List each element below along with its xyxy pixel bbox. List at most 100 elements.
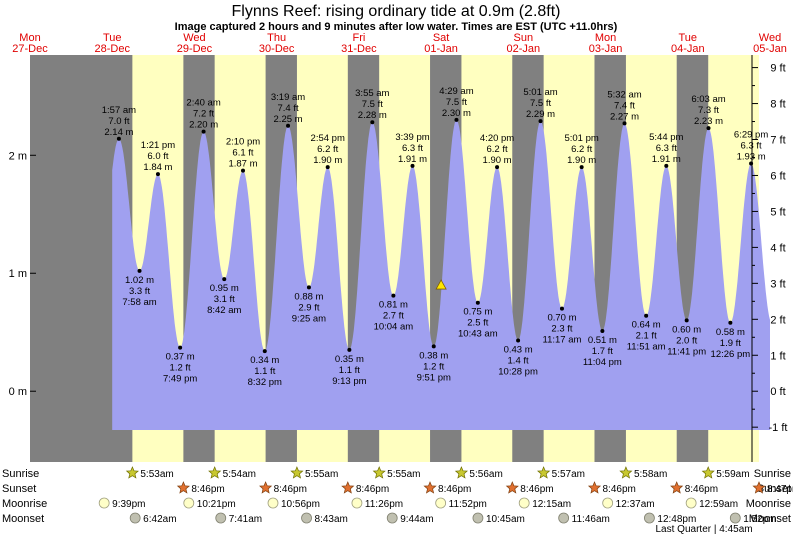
- astro-row-label-right: Sunrise: [754, 468, 791, 480]
- right-tick-label: 5 ft: [770, 206, 785, 218]
- low-tide-time: 9:13 pm: [332, 376, 366, 387]
- low-tide-metres: 0.38 m: [419, 350, 448, 361]
- low-tide-feet: 3.1 ft: [214, 294, 235, 305]
- moonset-icon: [301, 512, 312, 524]
- low-tide-time: 10:28 pm: [498, 366, 538, 377]
- high-tide-time: 2:40 am: [186, 98, 220, 109]
- sunrise-time: 5:59am: [716, 469, 749, 480]
- low-tide-time: 9:25 am: [292, 313, 326, 324]
- high-tide-time: 2:10 pm: [226, 137, 260, 148]
- sunrise-time: 5:57am: [552, 469, 585, 480]
- tide-area: [112, 119, 770, 431]
- high-tide-metres: 1.91 m: [398, 154, 427, 165]
- low-tide-feet: 1.1 ft: [254, 366, 275, 377]
- low-tide-metres: 0.95 m: [210, 283, 239, 294]
- low-tide-point: [262, 349, 267, 354]
- left-tick-label: 1 m: [9, 268, 27, 280]
- moonset-icon: [558, 512, 570, 524]
- extrema-labels: 1:57 am7.0 ft2.14 m 1.02 m3.3 ft7:58 am 1:…: [102, 86, 769, 388]
- moonset-time: 7:41am: [229, 514, 262, 525]
- day-label-dow: Wed: [759, 32, 781, 44]
- low-tide-time: 8:32 pm: [248, 377, 282, 388]
- chart-title: Flynns Reef: rising ordinary tide at 0.9…: [231, 3, 560, 20]
- high-tide-metres: 2.23 m: [694, 116, 723, 127]
- low-tide-point: [306, 285, 311, 290]
- low-tide-metres: 0.70 m: [547, 313, 576, 324]
- low-tide-time: 10:43 am: [458, 329, 498, 340]
- moonrise-time: 11:52pm: [449, 499, 487, 510]
- low-tide-feet: 3.3 ft: [129, 286, 150, 297]
- moonrise-time: 10:21pm: [197, 499, 236, 510]
- low-tide-point: [137, 268, 142, 273]
- low-tide-point: [431, 344, 436, 349]
- day-label-date: 29-Dec: [177, 43, 213, 55]
- low-tide-point: [600, 329, 605, 334]
- sunrise-time: 5:53am: [140, 469, 173, 480]
- low-tide-metres: 0.43 m: [504, 344, 533, 355]
- low-tide-feet: 1.9 ft: [720, 338, 741, 349]
- low-tide-metres: 0.58 m: [716, 327, 745, 338]
- moonset-icon: [644, 512, 655, 524]
- low-tide-metres: 0.60 m: [672, 324, 701, 335]
- low-tide-time: 11:51 am: [627, 342, 666, 353]
- high-tide-metres: 1.90 m: [483, 155, 512, 166]
- high-tide-point: [622, 121, 627, 126]
- low-tide-point: [684, 318, 689, 323]
- sunrise-time: 5:55am: [305, 469, 338, 480]
- high-tide-feet: 7.5 ft: [530, 98, 551, 109]
- high-tide-point: [286, 123, 291, 128]
- high-tide-metres: 2.20 m: [189, 120, 218, 131]
- low-tide-time: 9:51 pm: [417, 372, 451, 383]
- day-label-dow: Sun: [514, 32, 534, 44]
- high-tide-point: [370, 120, 375, 125]
- low-tide-feet: 2.3 ft: [551, 324, 572, 335]
- chart-subtitle: Image captured 2 hours and 9 minutes aft…: [175, 21, 618, 33]
- moonset-time: 11:46am: [572, 514, 610, 525]
- day-labels: Mon27-DecTue28-DecWed29-DecThu30-DecFri3…: [12, 32, 787, 55]
- sunset-time: 8:46pm: [274, 484, 307, 495]
- high-tide-feet: 6.3 ft: [656, 143, 677, 154]
- high-tide-feet: 7.5 ft: [362, 99, 383, 110]
- high-tide-point: [116, 136, 121, 141]
- high-tide-metres: 2.30 m: [442, 108, 471, 119]
- sunrise-time: 5:54am: [223, 469, 256, 480]
- day-label-date: 28-Dec: [94, 43, 130, 55]
- high-tide-time: 1:21 pm: [141, 140, 175, 151]
- moonset-time: 1:52pm: [743, 514, 776, 525]
- moonset-time: 10:45am: [486, 514, 525, 525]
- right-tick-label: 7 ft: [770, 135, 785, 147]
- high-tide-metres: 1.84 m: [143, 162, 172, 173]
- day-label-date: 05-Jan: [753, 43, 787, 55]
- day-label-date: 04-Jan: [671, 43, 705, 55]
- low-tide-point: [728, 320, 733, 325]
- low-tide-point: [559, 306, 564, 311]
- high-tide-metres: 2.28 m: [358, 110, 387, 121]
- right-tick-label: 1 ft: [770, 350, 785, 362]
- high-tide-feet: 6.0 ft: [147, 151, 168, 162]
- high-tide-metres: 2.29 m: [526, 109, 555, 120]
- high-tide-time: 5:01 pm: [564, 133, 598, 144]
- left-axis: 0 m 1 m 2 m: [9, 150, 36, 398]
- high-tide-time: 3:19 am: [271, 92, 305, 103]
- sunrise-icon: [537, 466, 551, 479]
- low-tide-feet: 1.1 ft: [339, 365, 360, 376]
- high-tide-feet: 6.2 ft: [571, 144, 592, 155]
- high-tide-feet: 7.2 ft: [193, 109, 214, 120]
- right-tick-label: 3 ft: [770, 278, 785, 290]
- high-tide-metres: 2.25 m: [274, 114, 303, 125]
- astro-row-label-left: Sunrise: [2, 468, 39, 480]
- sunset-time: 8:46pm: [438, 484, 471, 495]
- low-tide-point: [222, 277, 227, 282]
- day-label-dow: Sat: [433, 32, 450, 44]
- low-tide-feet: 2.9 ft: [298, 302, 319, 313]
- low-tide-point: [347, 347, 352, 352]
- high-tide-metres: 1.90 m: [313, 155, 342, 166]
- day-label-date: 02-Jan: [507, 43, 541, 55]
- right-tick-label: 9 ft: [770, 63, 785, 75]
- low-tide-feet: 1.2 ft: [423, 361, 444, 372]
- sunrise-time: 5:58am: [634, 469, 667, 480]
- moonrise-time: 9:39pm: [112, 499, 145, 510]
- moonset-time: 12:48pm: [657, 514, 696, 525]
